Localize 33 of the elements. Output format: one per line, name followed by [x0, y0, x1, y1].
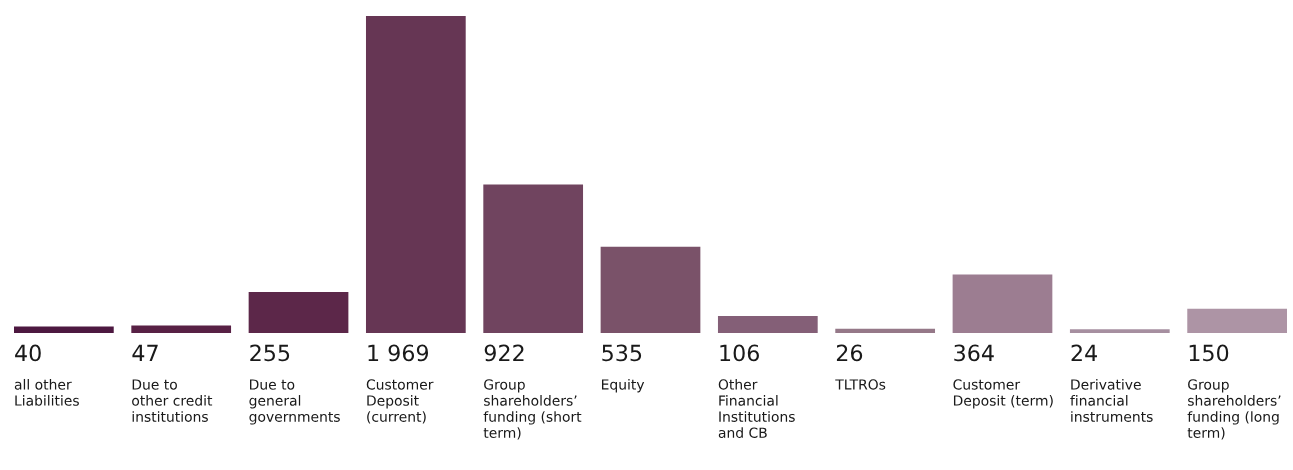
data-label: 47: [132, 344, 158, 361]
bar: [131, 325, 232, 333]
data-label: 24: [1071, 344, 1097, 361]
data-label: 364: [954, 344, 994, 362]
bar: [14, 326, 114, 333]
x-tick-label: Group shareholders’ funding (short term): [483, 379, 582, 440]
bar: [365, 16, 466, 333]
data-label: 106: [720, 344, 759, 362]
data-label: 255: [250, 344, 290, 362]
x-tick-label: Due to other credit institutions: [132, 379, 213, 422]
x-tick-label: Derivative financial instruments: [1070, 378, 1153, 422]
data-label: 922: [484, 344, 524, 362]
data-label: 1 969: [368, 344, 429, 362]
bar: [600, 246, 701, 333]
bar: [483, 184, 584, 333]
x-tick-label: Other Financial Institutions and CB: [718, 378, 795, 438]
bar: [248, 291, 349, 333]
x-tick-label: Equity: [602, 378, 645, 393]
bar: [1069, 329, 1170, 333]
bar: [717, 315, 818, 333]
data-label: 26: [836, 344, 863, 362]
x-tick-label: Due to general governments: [249, 379, 340, 425]
x-tick-label: all other Liabilities: [14, 378, 79, 406]
data-label: 40: [15, 344, 41, 362]
bar: [1187, 308, 1287, 333]
bar: [952, 274, 1053, 333]
bar: [835, 328, 936, 333]
data-label: 535: [602, 344, 642, 362]
data-label: 150: [1189, 344, 1229, 362]
x-tick-label: Customer Deposit (current): [366, 379, 434, 424]
x-tick-label: Group shareholders’ funding (long term): [1187, 379, 1281, 440]
x-tick-label: TLTROs: [835, 379, 886, 390]
x-tick-label: Customer Deposit (term): [953, 379, 1053, 409]
